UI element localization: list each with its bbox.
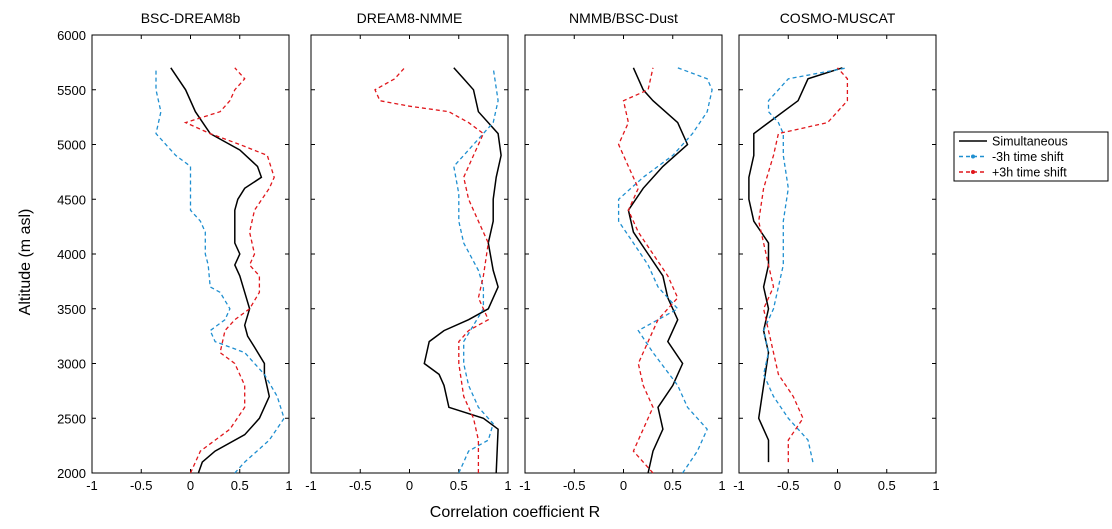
- legend-label: +3h time shift: [992, 166, 1067, 180]
- y-tick-label: 5000: [57, 138, 86, 153]
- series-line-simultaneous: [423, 67, 502, 474]
- panel-title: COSMO-MUSCAT: [780, 10, 896, 26]
- legend-label: Simultaneous: [992, 135, 1068, 149]
- y-tick-label: 6000: [57, 28, 86, 43]
- series-line--3h-time-shift: [374, 67, 490, 473]
- series-line--3h-time-shift: [155, 67, 285, 474]
- x-tick-label: 0.5: [450, 478, 468, 493]
- x-axis-label: Correlation coefficient R: [430, 504, 600, 521]
- x-tick-label: 0: [834, 478, 841, 493]
- x-tick-label: 1: [504, 478, 511, 493]
- x-tick-label: -1: [519, 478, 531, 493]
- panel-title: BSC-DREAM8b: [141, 10, 241, 26]
- panel-1: BSC-DREAM8b -1 -0.5 0 0.5 1 2000 2500 3000 3500 40…: [57, 10, 293, 493]
- panel-title: NMMB/BSC-Dust: [569, 10, 678, 26]
- panels-group: BSC-DREAM8b -1 -0.5 0 0.5 1 2000 2500 3000 3500 40…: [57, 10, 940, 493]
- y-tick-label: 2500: [57, 411, 86, 426]
- legend-marker: [971, 154, 975, 159]
- panel-title: DREAM8-NMME: [357, 10, 463, 26]
- x-tick-label: -1: [86, 478, 98, 493]
- series-line--3h-time-shift: [183, 67, 275, 474]
- x-tick-label: 0: [187, 478, 194, 493]
- x-tick-label: 1: [718, 478, 725, 493]
- x-tick-label: -0.5: [349, 478, 371, 493]
- series-line-simultaneous: [748, 67, 843, 463]
- x-tick-label: -1: [733, 478, 745, 493]
- series-line--3h-time-shift: [762, 67, 848, 463]
- x-tick-label: 1: [285, 478, 292, 493]
- y-tick-label: 5500: [57, 83, 86, 98]
- y-tick-label: 2000: [57, 466, 86, 481]
- series-line--3h-time-shift: [453, 67, 499, 474]
- legend-box: [953, 131, 1109, 182]
- y-axis-label: Altitude (m asl): [17, 209, 34, 316]
- x-tick-label: -0.5: [563, 478, 585, 493]
- x-tick-label: -0.5: [777, 478, 799, 493]
- x-tick-label: 0.5: [664, 478, 682, 493]
- y-tick-label: 3500: [57, 302, 86, 317]
- panel-4: COSMO-MUSCAT -1 -0.5 0 0.5 1: [733, 10, 939, 493]
- x-tick-label: -1: [305, 478, 317, 493]
- x-tick-label: 0.5: [231, 478, 249, 493]
- series-line-simultaneous: [627, 67, 689, 474]
- series-line--3h-time-shift: [617, 67, 679, 474]
- y-tick-label: 4000: [57, 247, 86, 262]
- x-tick-label: 0: [406, 478, 413, 493]
- x-tick-label: 0.5: [878, 478, 896, 493]
- series-line--3h-time-shift: [758, 67, 849, 463]
- legend-marker: [971, 170, 975, 174]
- legend: Simultaneous-3h time shift +3h time shift: [953, 131, 1109, 182]
- x-tick-label: 0: [620, 478, 627, 493]
- y-tick-label: 4500: [57, 192, 86, 207]
- x-tick-label: -0.5: [130, 478, 152, 493]
- x-tick-label: 1: [932, 478, 939, 493]
- y-tick-label: 3000: [57, 357, 86, 372]
- legend-label: -3h time shift: [992, 150, 1064, 164]
- series-line--3h-time-shift: [617, 67, 713, 474]
- panel-3: NMMB/BSC-Dust -1 -0.5 0 0.5 1: [519, 10, 725, 493]
- panel-2: DREAM8-NMME -1 -0.5 0 0.5 1: [305, 10, 511, 493]
- series-line-simultaneous: [170, 67, 271, 474]
